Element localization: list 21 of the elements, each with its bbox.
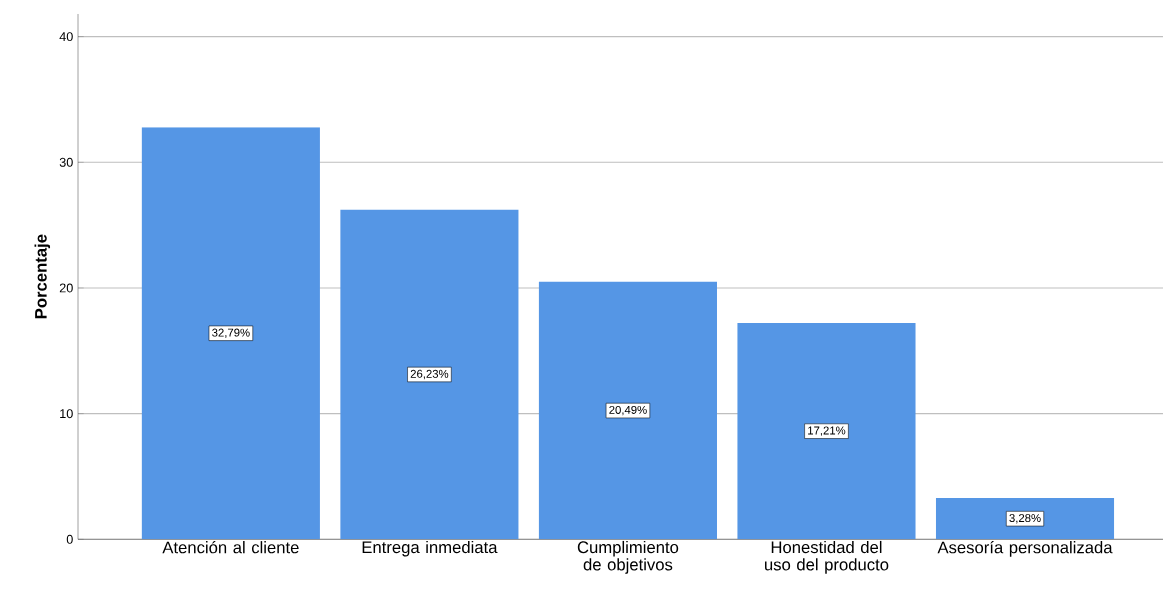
data-label: 32,79% — [212, 328, 250, 338]
y-tick-label: 30 — [59, 157, 73, 167]
bar — [935, 498, 1115, 540]
y-tick-label: 20 — [59, 283, 73, 293]
y-axis-title: Porcentaje — [34, 234, 51, 319]
y-tick-label: 10 — [60, 409, 73, 419]
data-label: 3,28% — [1009, 514, 1041, 524]
y-tick-label: 0 — [66, 534, 73, 544]
x-tick-label: Entrega inmediata — [362, 540, 498, 557]
data-label: 17,21% — [808, 426, 846, 436]
bar — [538, 281, 717, 540]
bar — [737, 323, 916, 540]
data-label: 20,49% — [609, 405, 647, 416]
data-label: 26,23% — [410, 369, 449, 380]
x-tick-label: Atención al cliente — [162, 540, 299, 554]
x-tick-label: Honestidad del uso del producto — [765, 540, 889, 574]
y-tick-label: 40 — [59, 32, 73, 42]
x-tick-label: Cumplimiento de objetivos — [577, 540, 679, 574]
bar — [141, 127, 320, 540]
x-tick-label: Asesoría personalizada — [937, 540, 1113, 557]
bar — [340, 209, 519, 540]
